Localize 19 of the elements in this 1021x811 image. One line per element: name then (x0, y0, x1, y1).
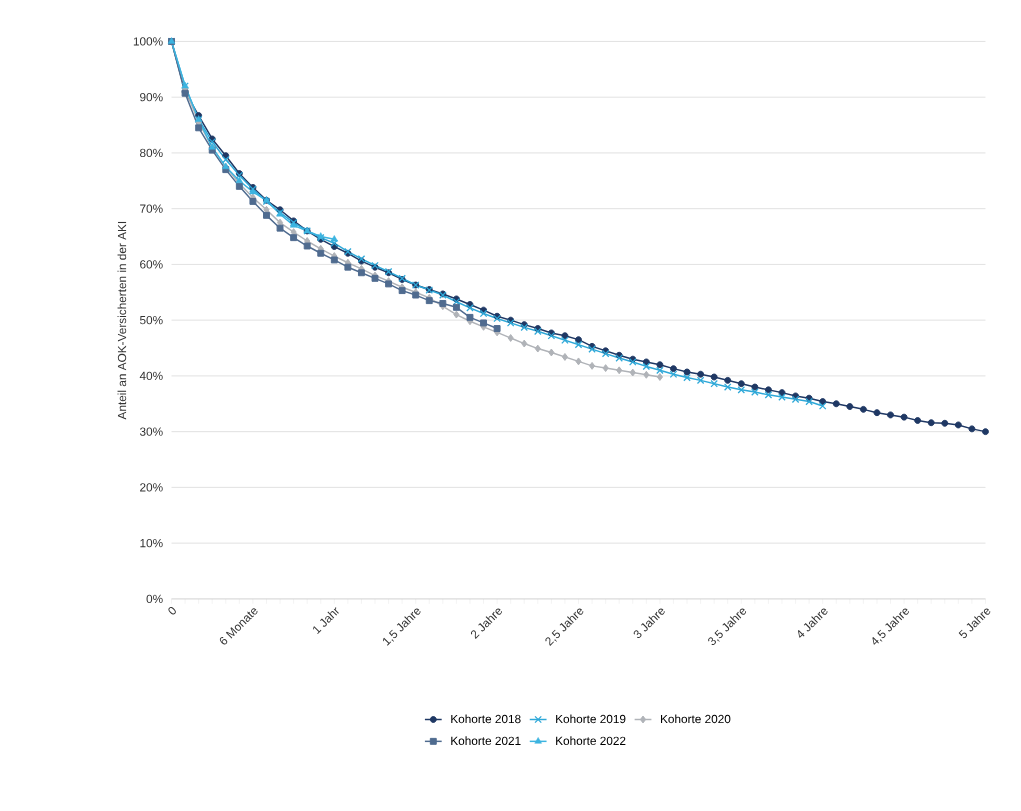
y-axis-title: Anteil an AOK-Versicherten in der AKI (117, 221, 127, 420)
y-tick-label: 0% (146, 594, 163, 604)
legend-label: Kohorte 2020 (661, 714, 731, 724)
legend-label: Kohorte 2021 (451, 736, 521, 745)
y-tick-label: 50% (139, 315, 163, 325)
x-tick-label: 1 Jahr (313, 607, 339, 635)
y-tick-label: 90% (140, 93, 163, 102)
x-tick-label: 0 (168, 606, 176, 615)
legend-label: Kohorte 2018 (451, 714, 521, 724)
y-tick-label: 10% (140, 538, 163, 548)
y-tick-label: 40% (139, 371, 163, 381)
y-tick-label: 30% (139, 427, 163, 436)
legend-label: Kohorte 2019 (556, 714, 626, 724)
y-tick-label: 20% (140, 483, 163, 492)
legend-label: Kohorte 2022 (556, 736, 626, 745)
y-tick-label: 70% (140, 204, 163, 213)
y-tick-label: 60% (140, 260, 163, 269)
y-tick-label: 80% (140, 148, 163, 158)
y-tick-label: 100% (133, 37, 163, 46)
